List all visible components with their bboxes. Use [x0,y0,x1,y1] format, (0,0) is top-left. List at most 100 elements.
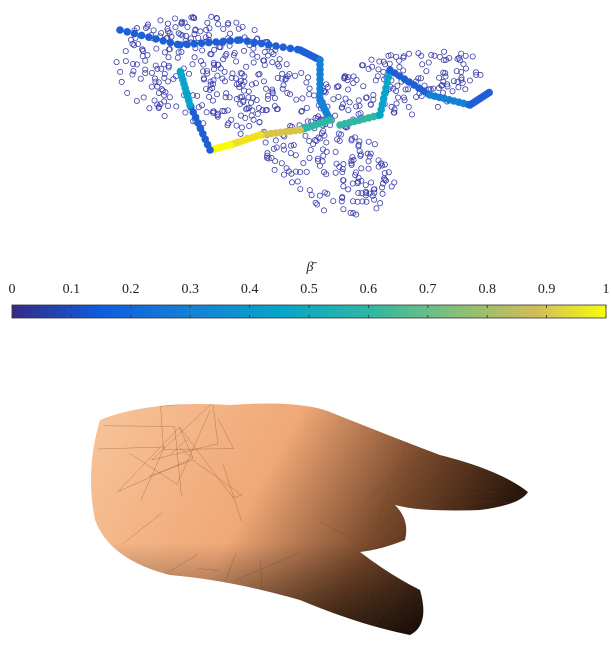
point [123,59,128,64]
point [437,75,442,80]
point [467,78,472,83]
point [341,207,346,212]
point [366,159,371,164]
point [369,57,374,62]
point [134,98,139,103]
point [281,172,286,177]
highlight-point [227,38,234,45]
point [138,76,143,81]
point [366,139,371,144]
mesh-edge [440,623,518,631]
point [395,95,400,100]
point [424,68,429,73]
point [125,90,130,95]
point [188,36,193,41]
point [263,140,268,145]
point [159,31,164,36]
point [270,60,275,65]
mesh-edge [446,547,455,566]
point [280,86,285,91]
figure: β̄ 00.10.20.30.40.50.60.70.80.91 [0,0,611,647]
point [324,140,329,145]
point [381,69,386,74]
point [158,18,163,23]
point [162,99,167,104]
point [162,50,167,55]
point [397,58,402,63]
tick-label: 1 [603,282,610,297]
point [147,106,152,111]
point [442,49,447,54]
point [299,70,304,75]
point [241,48,246,53]
point [450,89,455,94]
point [363,183,368,188]
point [293,153,298,158]
tick-label: 0.7 [419,282,437,297]
point [185,24,190,29]
point [368,180,373,185]
point [356,98,361,103]
point [165,21,170,26]
point [351,74,356,79]
point [289,180,294,185]
point [114,60,119,65]
mesh-edge [419,505,450,569]
point [406,104,411,109]
point [324,149,329,154]
point [118,69,123,74]
point [255,111,260,116]
highlight-point [138,32,145,39]
point [359,166,364,171]
highlight-point [251,39,258,46]
point [218,66,223,71]
point [331,198,336,203]
point [346,187,351,192]
point [303,133,308,138]
point [406,51,411,56]
point [304,80,309,85]
point [357,139,362,144]
point [429,52,434,57]
highlight-point [191,41,198,48]
point [149,84,154,89]
highlight-point [146,34,153,41]
tick-label: 0 [9,282,16,297]
point [239,125,244,130]
point [350,181,355,186]
point [200,48,205,53]
point [155,66,160,71]
highlight-point [117,27,124,34]
highlight-point [486,89,493,96]
highlight-point [177,42,184,49]
point [241,88,246,93]
point [166,55,171,60]
point [463,87,468,92]
point [313,200,318,205]
tick-label: 0.6 [360,282,378,297]
mesh-edge [398,546,408,566]
point [304,105,309,110]
point [377,201,382,206]
point [206,94,211,99]
point [119,79,124,84]
point [130,72,135,77]
point [300,96,305,101]
point [246,89,251,94]
point [301,161,306,166]
point [280,71,285,76]
highlight-point [273,43,280,50]
point [263,86,268,91]
point [238,113,243,118]
point [351,80,356,85]
point [314,202,319,207]
point [225,108,230,113]
mesh-edge [389,551,441,581]
point [317,193,322,198]
point [307,86,312,91]
point [238,131,243,136]
point [145,53,150,58]
point [372,142,377,147]
point [376,67,381,72]
point [298,187,303,192]
